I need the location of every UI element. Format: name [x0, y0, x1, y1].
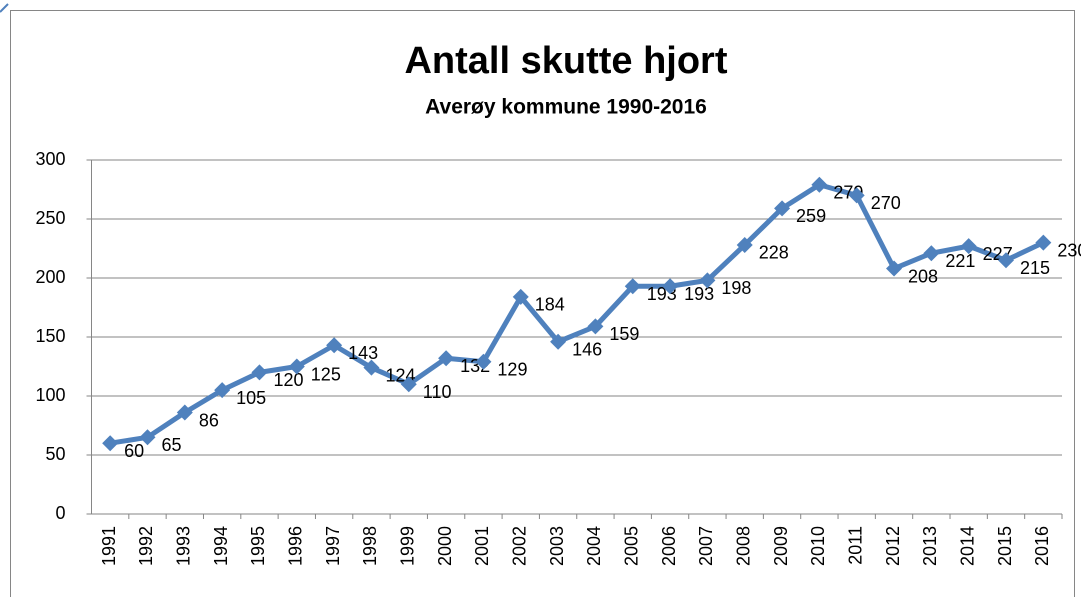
x-tick-label: 1993 — [174, 526, 194, 566]
x-tick-label: 1997 — [323, 526, 343, 566]
data-label: 208 — [908, 266, 938, 286]
marker — [475, 353, 492, 370]
x-tick-label: 1998 — [360, 526, 380, 566]
chart-border — [10, 10, 1075, 597]
y-tick-label: 100 — [35, 385, 65, 405]
y-tick-label: 200 — [35, 267, 65, 287]
x-tick-label: 2009 — [771, 526, 791, 566]
data-label: 65 — [161, 435, 181, 455]
x-tick-label: 2011 — [845, 526, 865, 565]
x-tick-label: 2001 — [472, 526, 492, 566]
marker — [774, 200, 791, 217]
marker — [512, 288, 529, 305]
corner-mark — [0, 3, 9, 13]
marker — [848, 187, 865, 204]
y-tick-label: 250 — [35, 208, 65, 228]
marker — [624, 278, 641, 295]
x-tick-label: 2008 — [733, 526, 753, 566]
x-tick-label: 2004 — [584, 526, 604, 566]
marker — [699, 272, 716, 289]
marker — [811, 176, 828, 193]
data-label: 86 — [199, 410, 219, 430]
data-label: 228 — [759, 243, 789, 263]
marker — [326, 337, 343, 354]
marker — [587, 318, 604, 335]
marker — [438, 350, 455, 367]
data-label: 120 — [273, 370, 303, 390]
marker — [176, 404, 193, 421]
chart-title: Antall skutte hjort — [404, 40, 727, 82]
x-tick-label: 2016 — [1032, 526, 1052, 566]
x-tick-label: 2002 — [510, 526, 530, 566]
marker — [288, 358, 305, 375]
x-tick-label: 1996 — [286, 526, 306, 566]
marker — [923, 245, 940, 262]
x-tick-label: 1992 — [136, 526, 156, 566]
data-label: 143 — [348, 343, 378, 363]
marker — [214, 382, 231, 399]
data-label: 198 — [721, 278, 751, 298]
x-tick-label: 2003 — [547, 526, 567, 566]
marker — [400, 376, 417, 393]
y-tick-label: 300 — [35, 149, 65, 169]
y-tick-label: 50 — [45, 444, 65, 464]
x-tick-label: 2006 — [659, 526, 679, 566]
data-label: 129 — [497, 360, 527, 380]
data-label: 125 — [311, 364, 341, 384]
x-tick-label: 1999 — [398, 526, 418, 566]
data-label: 270 — [871, 193, 901, 213]
data-label: 184 — [535, 295, 565, 315]
data-label: 230 — [1057, 240, 1081, 260]
x-tick-label: 1994 — [211, 526, 231, 566]
chart-subtitle: Averøy kommune 1990-2016 — [425, 96, 707, 119]
marker — [550, 333, 567, 350]
marker — [736, 236, 753, 253]
marker — [960, 238, 977, 255]
data-label: 215 — [1020, 258, 1050, 278]
data-label: 105 — [236, 388, 266, 408]
x-tick-label: 2000 — [435, 526, 455, 566]
x-tick-label: 2012 — [883, 526, 903, 566]
x-tick-label: 2015 — [995, 526, 1015, 566]
x-tick-label: 2005 — [621, 526, 641, 566]
data-label: 221 — [945, 251, 975, 271]
marker — [102, 435, 119, 452]
x-tick-label: 2013 — [920, 526, 940, 566]
data-label: 193 — [684, 284, 714, 304]
marker — [1035, 234, 1052, 251]
data-label: 159 — [609, 324, 639, 344]
marker — [139, 429, 156, 446]
x-tick-label: 1991 — [99, 526, 119, 566]
marker — [998, 252, 1015, 269]
x-tick-label: 1995 — [248, 526, 268, 566]
data-label: 110 — [423, 382, 452, 402]
y-tick-label: 150 — [35, 326, 65, 346]
data-label: 146 — [572, 339, 602, 359]
marker — [662, 278, 679, 295]
marker — [363, 359, 380, 376]
x-tick-label: 2010 — [808, 526, 828, 566]
y-tick-label: 0 — [55, 503, 65, 523]
data-label: 60 — [124, 441, 144, 461]
data-label: 259 — [796, 206, 826, 226]
x-tick-label: 2007 — [696, 526, 716, 566]
marker — [886, 260, 903, 277]
x-tick-label: 2014 — [957, 526, 977, 566]
marker — [251, 364, 268, 381]
